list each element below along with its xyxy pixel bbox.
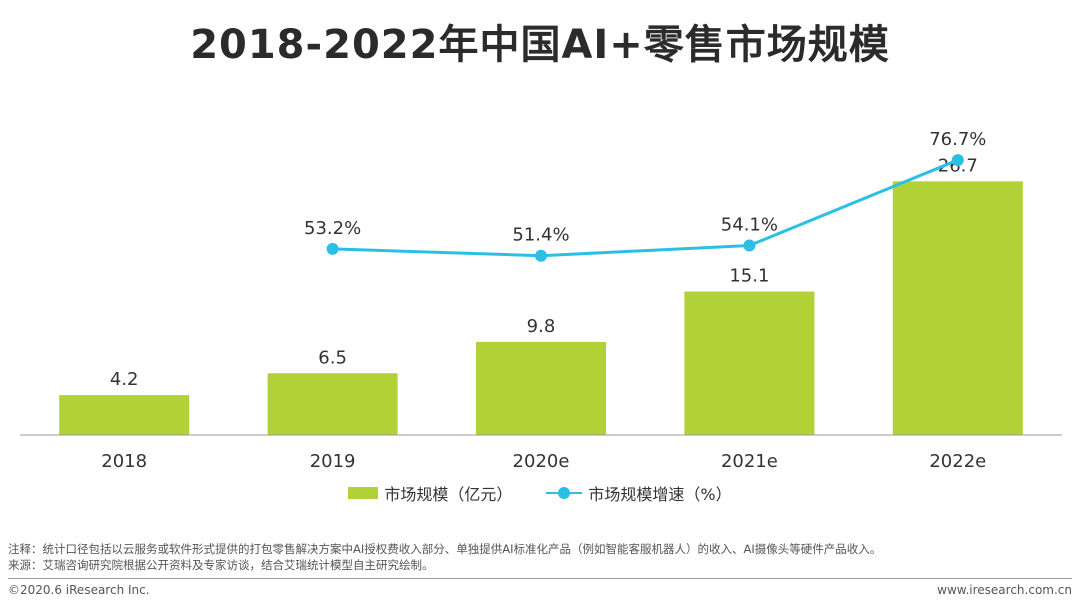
bar-2020e — [476, 341, 606, 435]
legend-bar-label: 市场规模（亿元） — [384, 485, 513, 504]
growth-value-label-2020e: 51.4% — [512, 225, 569, 246]
legend-bar-swatch — [348, 487, 379, 499]
legend-item-line: 市场规模增速（%） — [546, 481, 732, 505]
footnote-source: 来源：艾瑞咨询研究院根据公开资料及专家访谈，结合艾瑞统计模型自主研究绘制。 — [8, 558, 434, 572]
x-tick-label-2018: 2018 — [101, 451, 147, 472]
footnote: 注释：统计口径包括以云服务或软件形式提供的打包零售解决方案中AI授权费收入部分、… — [8, 541, 881, 573]
bar-2019 — [267, 373, 398, 435]
footer-divider — [8, 578, 1072, 579]
growth-point-2022e — [951, 154, 964, 167]
legend-line-label: 市场规模增速（%） — [588, 485, 732, 504]
bar-2022e — [892, 181, 1023, 435]
growth-line — [332, 158, 959, 258]
growth-point-2021e — [743, 239, 756, 252]
growth-value-label-2021e: 54.1% — [721, 215, 778, 236]
bar-value-label-2020e: 9.8 — [527, 316, 556, 337]
bar-value-label-2018: 4.2 — [110, 369, 139, 390]
footer-website: www.iresearch.com.cn — [937, 583, 1072, 597]
footnote-note: 注释：统计口径包括以云服务或软件形式提供的打包零售解决方案中AI授权费收入部分、… — [8, 542, 882, 556]
x-tick-label-2020e: 2020e — [513, 451, 570, 472]
x-tick-label-2021e: 2021e — [721, 451, 778, 472]
growth-point-2019 — [326, 242, 339, 255]
legend-line-swatch — [546, 487, 583, 499]
bar-2018 — [59, 395, 190, 435]
legend-item-bar: 市场规模（亿元） — [348, 481, 512, 505]
growth-point-2020e — [535, 249, 547, 262]
bar-2021e — [684, 291, 815, 435]
x-tick-label-2019: 2019 — [310, 451, 356, 472]
footer-copyright: ©2020.6 iResearch Inc. — [8, 583, 150, 597]
bar-value-label-2019: 6.5 — [318, 347, 347, 368]
bar-value-label-2021e: 15.1 — [729, 266, 769, 287]
growth-value-label-2022e: 76.7% — [929, 129, 986, 150]
x-tick-label-2022e: 2022e — [929, 451, 986, 472]
legend: 市场规模（亿元） 市场规模增速（%） — [0, 481, 1080, 505]
chart-title: 2018-2022年中国AI+零售市场规模 — [190, 22, 890, 68]
growth-value-label-2019: 53.2% — [304, 218, 361, 239]
